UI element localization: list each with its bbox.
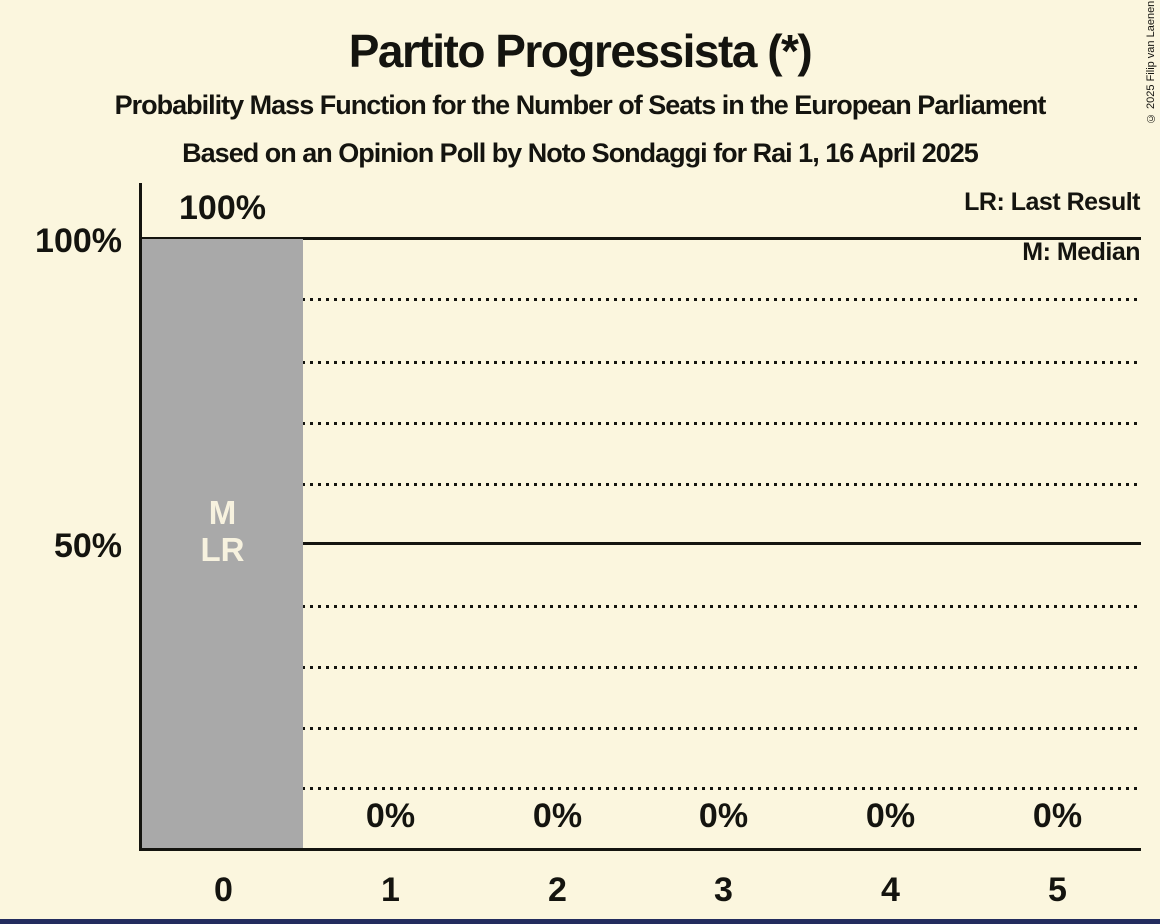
bar-value-label-3: 0% — [698, 797, 749, 835]
bar-value-label-4: 0% — [865, 797, 916, 835]
chart-title: Partito Progressista (*) — [348, 25, 813, 77]
gridline-80pct — [142, 361, 1141, 364]
gridline-30pct — [142, 666, 1141, 669]
x-tick-1: 1 — [381, 871, 400, 909]
y-axis-line — [139, 183, 142, 851]
copyright-notice: © 2025 Filip van Laenen — [1145, 0, 1157, 124]
gridline-100pct — [142, 237, 1141, 240]
x-tick-3: 3 — [714, 871, 733, 909]
x-tick-5: 5 — [1048, 871, 1067, 909]
chart-subtitle: Probability Mass Function for the Number… — [114, 90, 1047, 120]
gridline-40pct — [142, 605, 1141, 608]
legend-last-result: LR: Last Result — [964, 188, 1140, 216]
chart-poll-source: Based on an Opinion Poll by Noto Sondagg… — [182, 138, 979, 168]
x-axis-line — [139, 848, 1141, 851]
bar-value-label-1: 0% — [365, 797, 416, 835]
last-result-marker: LR — [200, 531, 245, 568]
median-marker: M — [208, 494, 237, 531]
party-color-strip — [0, 919, 1160, 924]
bar-value-label-5: 0% — [1032, 797, 1083, 835]
gridline-10pct — [142, 787, 1141, 790]
bar-seats-0 — [142, 239, 303, 848]
y-tick-100: 100% — [35, 222, 122, 260]
gridline-50pct — [142, 542, 1141, 545]
x-tick-2: 2 — [548, 871, 567, 909]
gridline-60pct — [142, 483, 1141, 486]
y-tick-50: 50% — [53, 527, 122, 565]
x-tick-4: 4 — [881, 871, 900, 909]
gridline-90pct — [142, 298, 1141, 301]
x-tick-0: 0 — [214, 871, 233, 909]
gridline-20pct — [142, 727, 1141, 730]
bar-value-label-2: 0% — [532, 797, 583, 835]
legend-median: M: Median — [1022, 238, 1140, 266]
gridline-70pct — [142, 422, 1141, 425]
bar-value-label-0: 100% — [179, 189, 266, 227]
